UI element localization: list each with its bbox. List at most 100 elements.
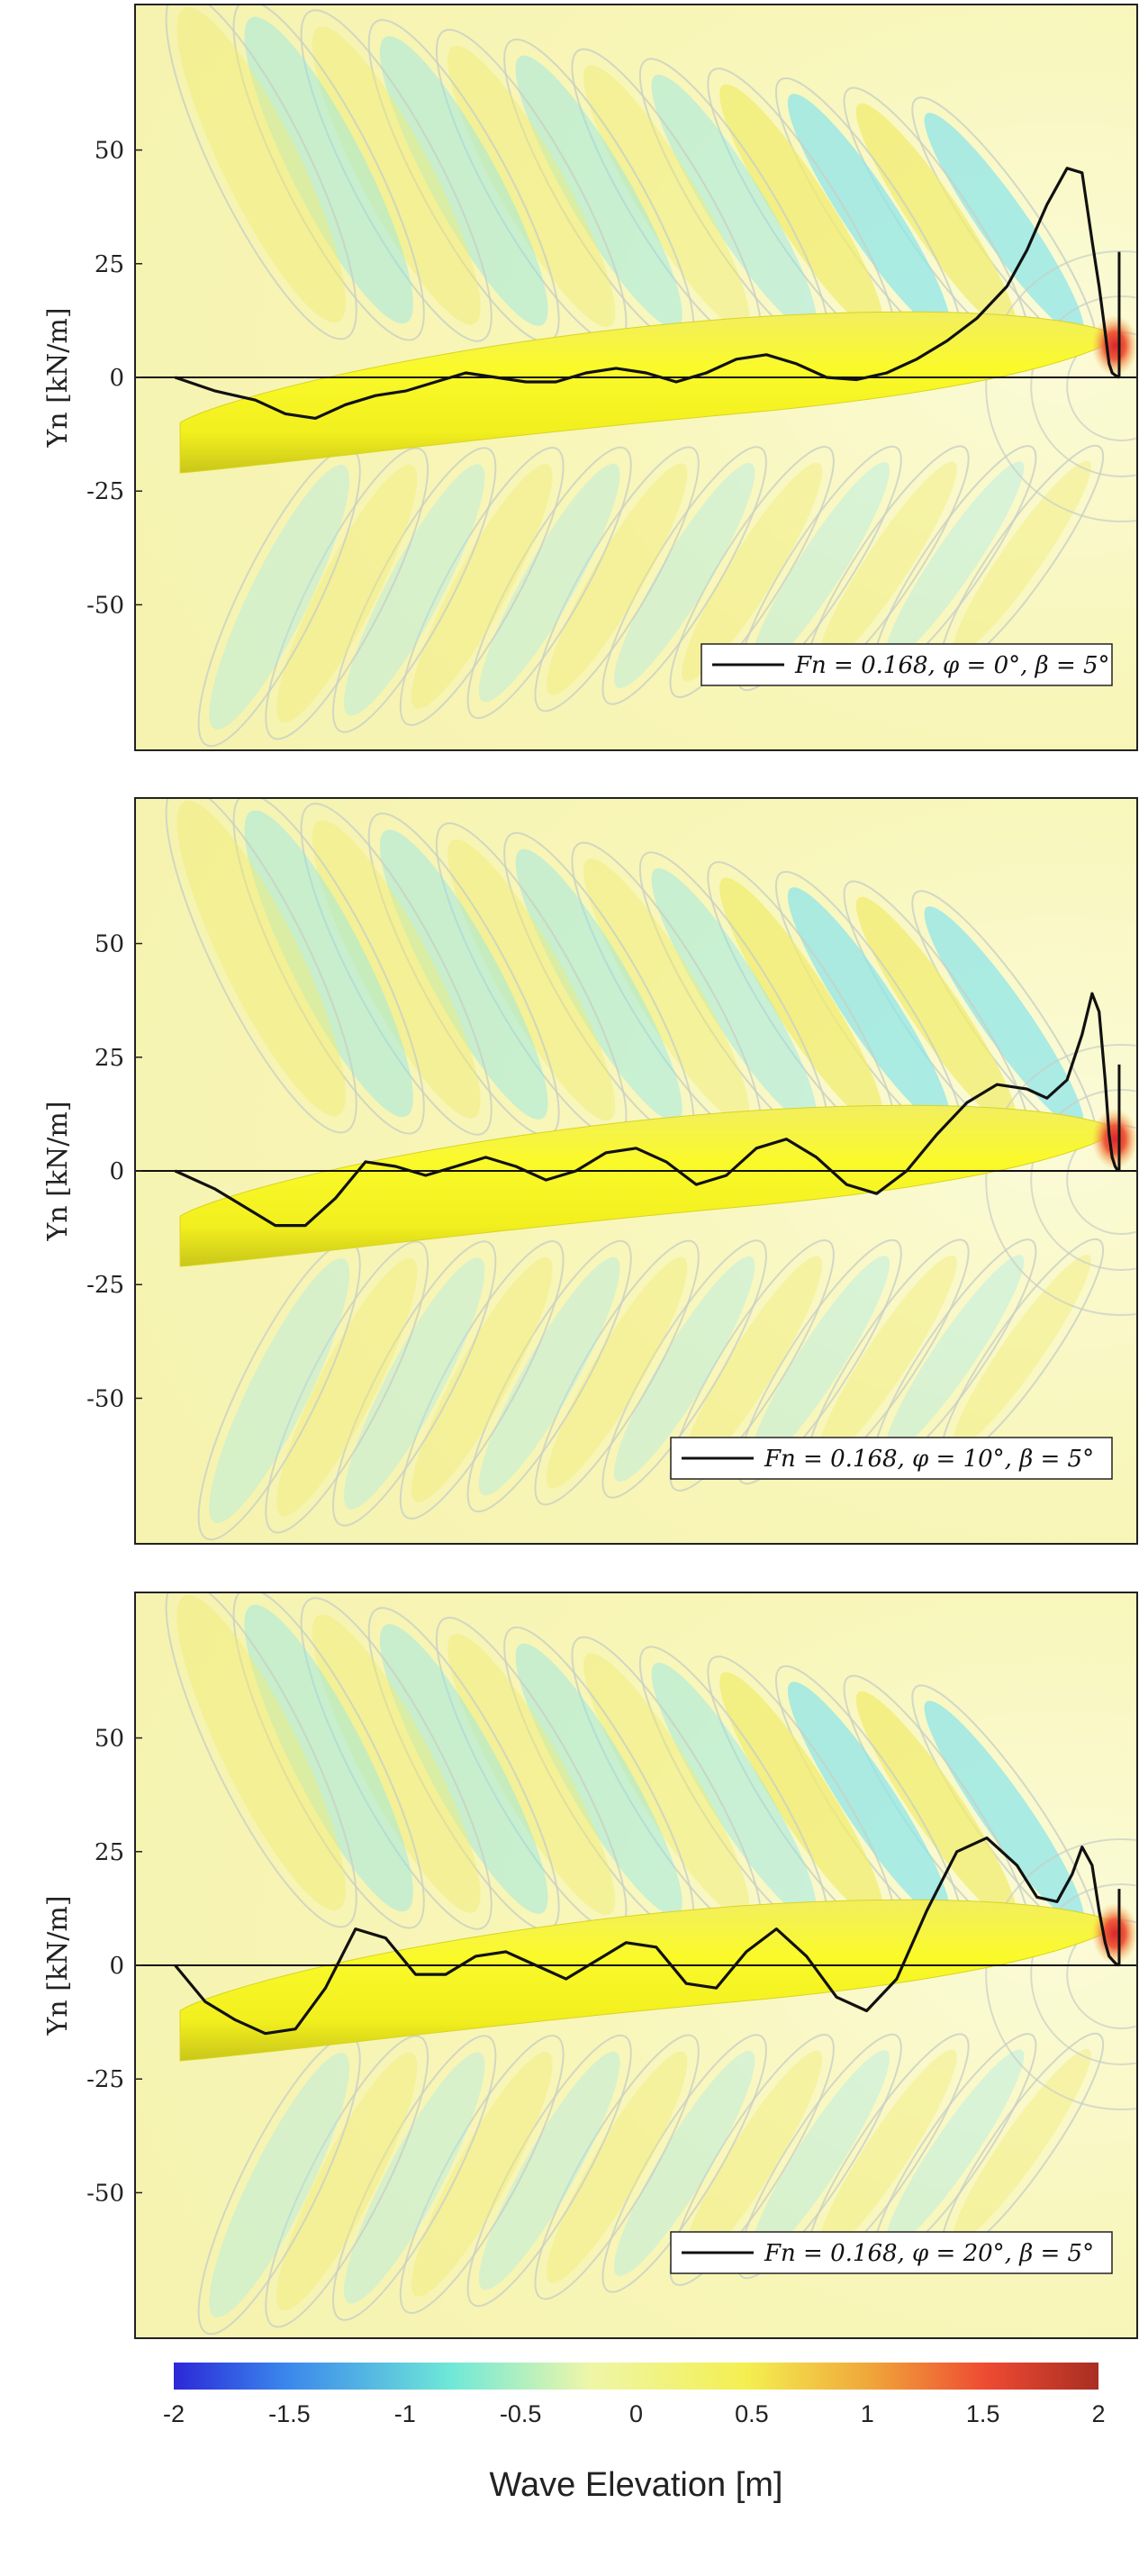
contour-line	[165, 5, 357, 340]
legend: Fn = 0.168, φ = 20°, β = 5°	[670, 2231, 1113, 2274]
bow-pressure	[1091, 1902, 1137, 1964]
wave-band	[583, 65, 750, 330]
contour-line	[265, 1240, 429, 1534]
wave-band	[651, 74, 817, 331]
colorbar-title: Wave Elevation [m]	[490, 2466, 783, 2504]
colorbar-tick-label: 0	[629, 2400, 643, 2427]
legend-label: Fn = 0.168, φ = 20°, β = 5°	[764, 2240, 1094, 2267]
y-tick-label: 50	[95, 931, 124, 958]
wave-contours	[165, 1592, 1137, 2336]
wave-band	[312, 820, 481, 1119]
legend: Fn = 0.168, φ = 0°, β = 5°	[701, 643, 1113, 686]
y-tick-label: 25	[95, 1839, 124, 1866]
contour-line	[399, 2035, 565, 2314]
wave-band	[719, 84, 884, 332]
series-line	[174, 992, 1120, 1228]
contour-line	[332, 1240, 497, 1527]
wave-band	[244, 1604, 413, 1912]
wave-band	[817, 461, 957, 668]
bow-pressure	[1091, 314, 1137, 376]
contour-line	[332, 447, 497, 733]
wave-band	[447, 1633, 616, 1916]
wave-band	[276, 1257, 418, 1517]
y-axis-label: Yn [kN/m]	[42, 307, 74, 448]
y-tick-label: 0	[109, 1953, 124, 1980]
wave-band	[447, 45, 616, 328]
wave-band	[478, 2051, 620, 2290]
wave-band	[885, 461, 1025, 661]
colorbar-tick-label: 2	[1091, 2400, 1105, 2427]
contour-line	[399, 1240, 565, 1519]
wave-band	[787, 94, 951, 333]
wave-band	[855, 896, 1017, 1129]
legend: Fn = 0.168, φ = 10°, β = 5°	[670, 1437, 1113, 1480]
chart-panel-3: 50 25 0 -25 -50 Yn [kN/m] Fn = 0.168, φ = 20°,…	[42, 1592, 1138, 2339]
y-tick-label: -25	[86, 1272, 124, 1299]
wave-band	[817, 1255, 957, 1462]
wave-band	[478, 463, 620, 703]
wave-band	[719, 877, 884, 1126]
contour-line	[466, 446, 632, 720]
wave-contours	[165, 5, 1137, 748]
contour-line	[1030, 295, 1137, 477]
wave-band	[749, 462, 890, 675]
wave-band	[953, 2048, 1091, 2243]
y-tick-label: 50	[95, 138, 124, 165]
y-tick-label: -25	[86, 2066, 124, 2093]
wave-band	[817, 2049, 957, 2256]
wave-band	[651, 867, 817, 1125]
y-tick-label: -50	[86, 1385, 124, 1412]
colorbar-tick-label: -0.5	[500, 2400, 542, 2427]
wave-band	[478, 1256, 620, 1496]
contour-line	[265, 2035, 429, 2328]
colorbar-tick-label: 0.5	[735, 2400, 769, 2427]
y-axis-label: Yn [kN/m]	[42, 1895, 74, 2036]
wave-band	[379, 830, 548, 1120]
contour-line	[232, 5, 425, 341]
wave-band	[209, 1258, 349, 1523]
wave-band	[411, 1257, 553, 1502]
wave-band	[343, 464, 485, 716]
wave-band	[209, 2053, 349, 2317]
wave-band	[613, 2050, 755, 2277]
contour-line	[601, 2034, 767, 2293]
contour-line	[601, 1239, 767, 1499]
contour-line	[534, 1239, 700, 1506]
wave-band	[411, 464, 553, 709]
wave-band	[209, 465, 349, 730]
contour-line	[1030, 1089, 1137, 1271]
wave-band	[343, 2052, 485, 2304]
bow-pressure	[1091, 1108, 1137, 1170]
wave-band	[924, 1701, 1084, 1924]
wave-band	[651, 1662, 817, 1919]
wave-band	[244, 810, 413, 1118]
wave-band	[276, 464, 418, 723]
wave-band	[953, 460, 1091, 655]
wave-band	[411, 2052, 553, 2297]
wave-band	[719, 1672, 884, 1920]
wave-band	[176, 6, 346, 323]
wave-band	[855, 1691, 1017, 1923]
contour-line	[300, 1597, 493, 1930]
wave-band	[682, 2050, 823, 2270]
y-tick-label: 25	[95, 1045, 124, 1072]
contour-line	[399, 447, 565, 726]
contour-line	[1030, 1883, 1137, 2065]
chart-panel-2: 50 25 0 -25 -50 Yn [kN/m] Fn = 0.168, φ = 10°,…	[42, 797, 1138, 1545]
contour-line	[669, 1239, 835, 1492]
y-tick-label: 25	[95, 251, 124, 278]
wave-band	[546, 463, 688, 695]
colorbar: -2 -1.5 -1 -0.5 0 0.5 1 1.5 2 Wave Elevation [m]	[163, 2363, 1106, 2504]
contour-line	[165, 1592, 357, 1928]
contour-line	[534, 2034, 700, 2300]
contour-line	[332, 2035, 497, 2321]
contour-line	[232, 1592, 425, 1929]
y-tick-label: 0	[109, 365, 124, 392]
y-tick-label: -50	[86, 592, 124, 619]
contour-line	[300, 9, 493, 342]
colorbar-tick-label: 1	[861, 2400, 874, 2427]
wave-band	[924, 113, 1084, 336]
contour-line	[466, 2034, 632, 2308]
wave-band	[312, 26, 481, 325]
